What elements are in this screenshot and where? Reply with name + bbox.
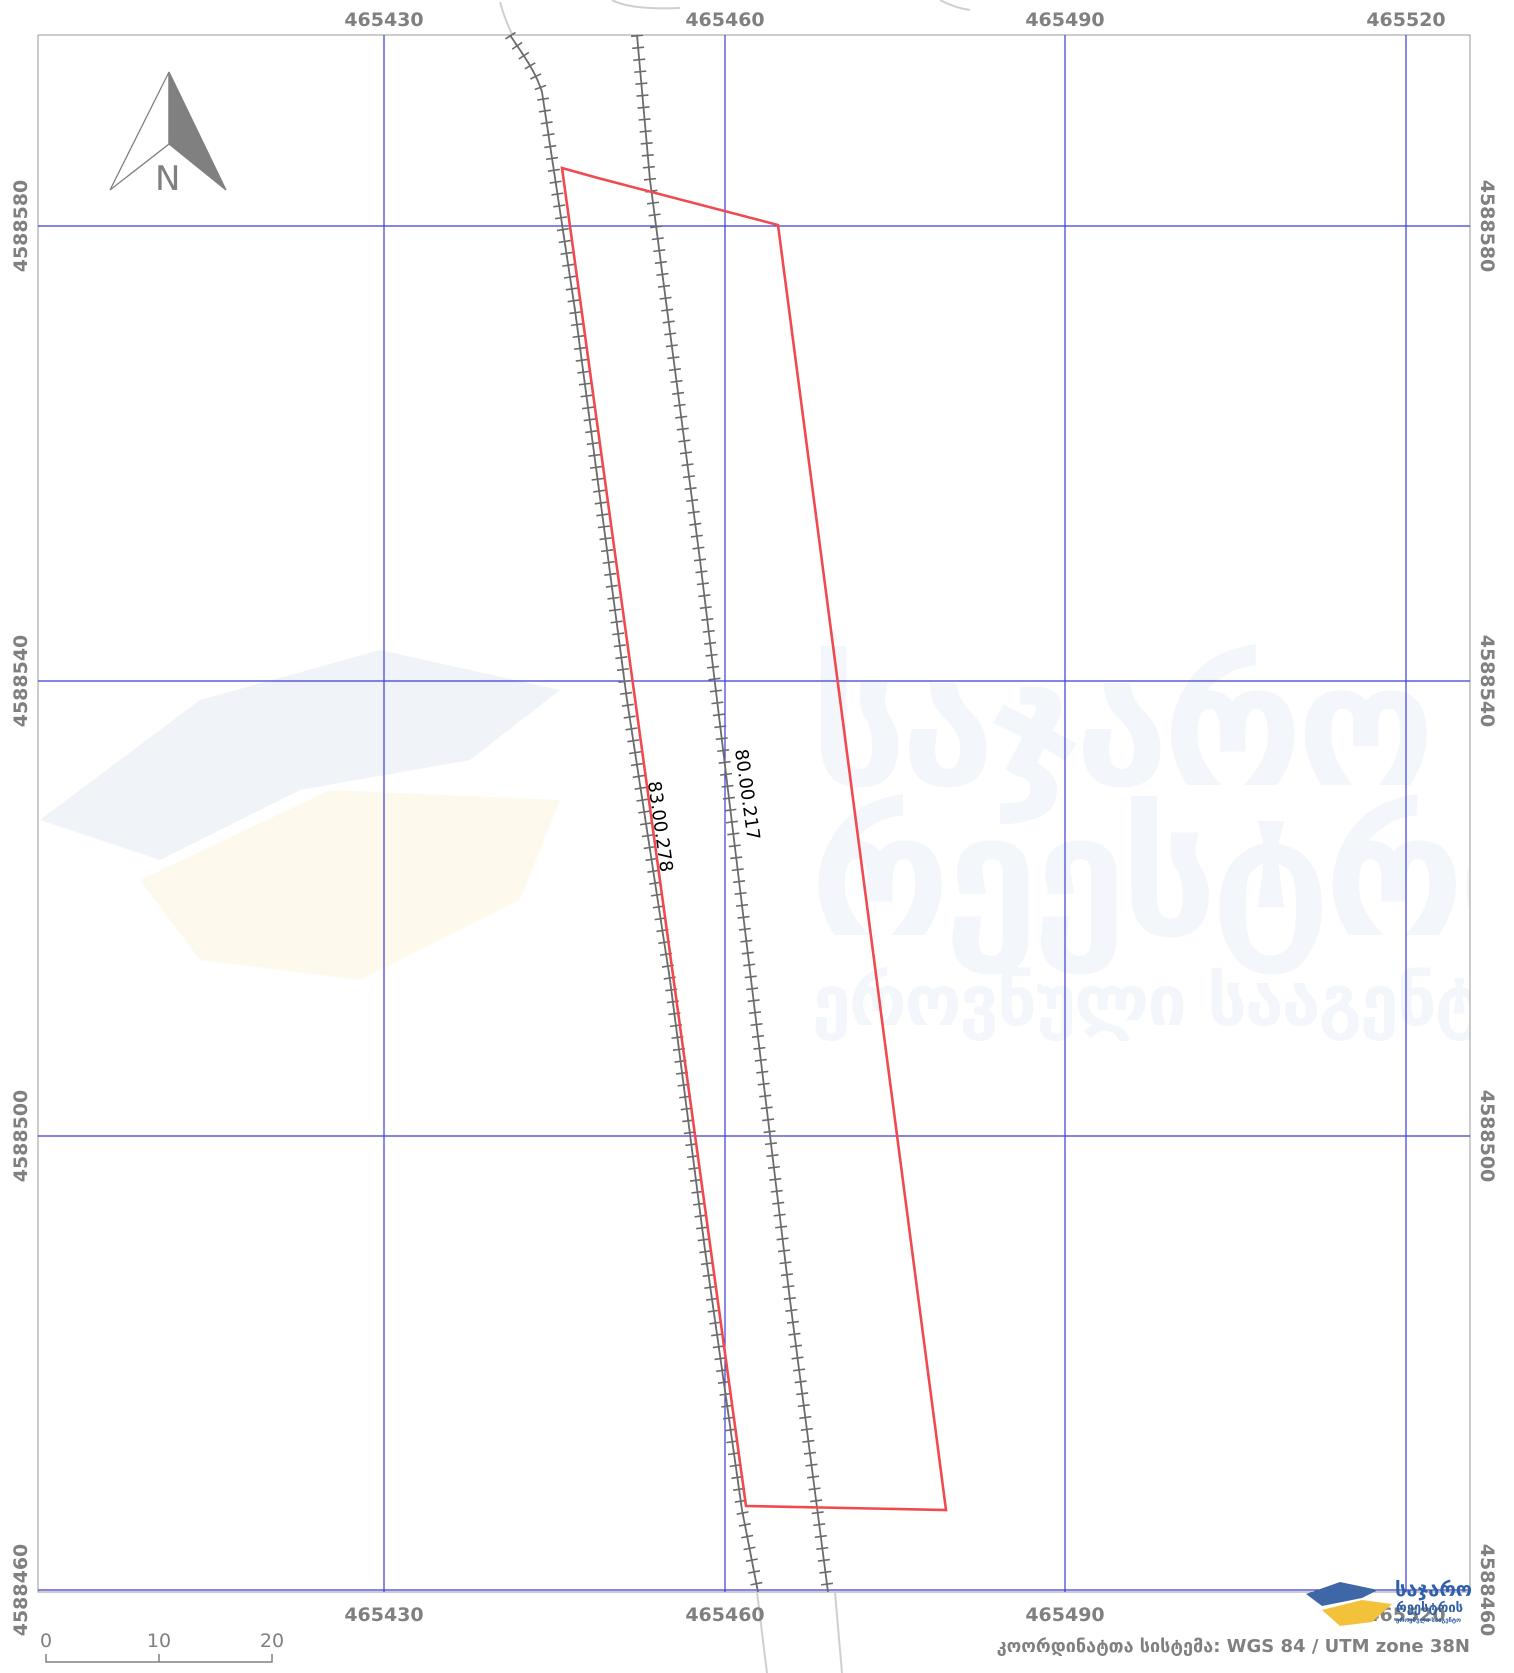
scale-label-0: 0 bbox=[40, 1630, 52, 1652]
x-label-bottom-465520: 465520 bbox=[1366, 1604, 1445, 1626]
y-label-right-4588460: 4588460 bbox=[1476, 1544, 1498, 1637]
railway-faded-top-left bbox=[499, 1, 513, 35]
y-label-left-4588460: 4588460 bbox=[10, 1544, 32, 1637]
railway-faded-top-mid bbox=[611, 0, 681, 10]
railway-faded-top-right bbox=[939, 0, 971, 11]
x-axis-labels-top: 465430 465460 465490 465520 bbox=[344, 9, 1445, 31]
scale-bar: 0 10 20 bbox=[40, 1630, 284, 1663]
scale-bar-line bbox=[45, 1654, 273, 1663]
north-arrow-right-half bbox=[168, 71, 227, 191]
watermark-logo-shape-blue bbox=[40, 650, 560, 860]
railway-faded bbox=[499, 0, 971, 1673]
x-label-bottom-465430: 465430 bbox=[344, 1604, 423, 1626]
north-arrow-icon: N bbox=[109, 71, 227, 199]
railway-b-ticks bbox=[631, 34, 834, 1593]
x-axis-labels-bottom: 465430 465460 465490 465520 bbox=[344, 1604, 1445, 1626]
watermark-line-2: რეესტრის bbox=[810, 778, 1514, 976]
railway-line-b bbox=[631, 34, 834, 1593]
map-frame bbox=[37, 34, 1471, 1593]
logo-shape-yellow bbox=[1322, 1600, 1392, 1626]
x-label-bottom-465490: 465490 bbox=[1025, 1604, 1104, 1626]
y-label-left-4588500: 4588500 bbox=[10, 1090, 32, 1183]
x-label-top-465430: 465430 bbox=[344, 9, 423, 31]
railway-faded-bottom-left bbox=[756, 1591, 768, 1673]
railway-faded-bottom-right bbox=[834, 1591, 843, 1673]
logo-text-line-1: საჯარო bbox=[1395, 1577, 1472, 1601]
logo-shape-blue bbox=[1306, 1582, 1378, 1606]
watermark: საჯარო რეესტრის ეროვნული სააგენტო bbox=[40, 628, 1514, 1042]
railway-a-ticks bbox=[504, 31, 764, 1594]
y-label-left-4588540: 4588540 bbox=[10, 635, 32, 728]
x-label-top-465490: 465490 bbox=[1025, 9, 1104, 31]
logo-text-line-2: რეესტრის bbox=[1396, 1601, 1463, 1616]
watermark-logo-shape-yellow bbox=[140, 790, 560, 980]
watermark-line-3: ეროვნული სააგენტო bbox=[812, 960, 1514, 1042]
y-label-left-4588580: 4588580 bbox=[10, 180, 32, 273]
parcel-boundary[interactable] bbox=[560, 166, 948, 1512]
x-label-top-465460: 465460 bbox=[685, 9, 764, 31]
scale-label-20: 20 bbox=[260, 1630, 284, 1652]
watermark-line-1: საჯარო bbox=[810, 628, 1429, 826]
logo-text-line-3: ეროვნული სააგენტო bbox=[1396, 1617, 1461, 1624]
scale-label-10: 10 bbox=[147, 1630, 171, 1652]
x-label-bottom-465460: 465460 bbox=[685, 1604, 764, 1626]
agency-logo: საჯარო რეესტრის ეროვნული სააგენტო bbox=[1306, 1577, 1472, 1626]
railway-line-a bbox=[504, 31, 764, 1594]
y-label-right-4588580: 4588580 bbox=[1476, 180, 1498, 273]
coordinate-grid bbox=[38, 35, 1470, 1592]
y-label-right-4588500: 4588500 bbox=[1476, 1090, 1498, 1183]
coordinate-system-caption: კოორდინატთა სისტემა: WGS 84 / UTM zone 3… bbox=[997, 1636, 1470, 1657]
north-label: N bbox=[155, 159, 180, 199]
x-label-top-465520: 465520 bbox=[1366, 9, 1445, 31]
y-axis-labels-left: 4588580 4588540 4588500 4588460 bbox=[10, 180, 32, 1637]
y-axis-labels-right: 4588580 4588540 4588500 4588460 bbox=[1476, 180, 1498, 1637]
parcel-label-80-00-217[interactable]: 80.00.217 bbox=[730, 748, 764, 842]
y-label-right-4588540: 4588540 bbox=[1476, 635, 1498, 728]
